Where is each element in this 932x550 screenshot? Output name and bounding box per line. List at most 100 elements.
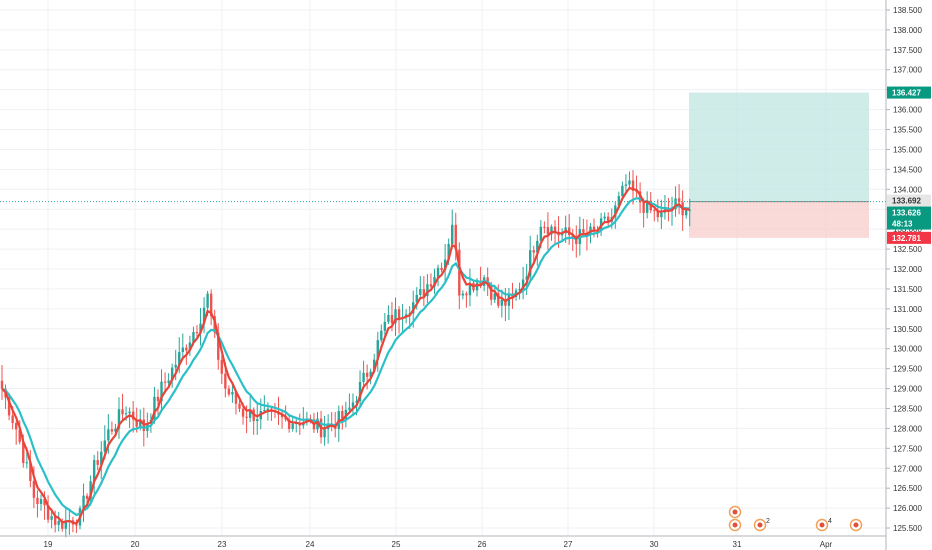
candle [536, 234, 539, 266]
candle-body [415, 294, 418, 303]
candle-body [217, 332, 220, 360]
candle [202, 297, 206, 334]
candle [220, 354, 223, 384]
time-tick-label: 25 [392, 540, 401, 549]
price-tick-label: 130.000 [893, 345, 922, 354]
event-dot-icon [853, 522, 859, 528]
candle-body [504, 299, 507, 306]
candle [39, 494, 43, 511]
candle [436, 264, 440, 287]
ma-fast-line [1, 186, 690, 526]
profit-zone[interactable] [689, 92, 869, 202]
candle-body [419, 289, 422, 295]
event-marker-icon[interactable] [728, 518, 742, 532]
moving-averages [1, 186, 690, 526]
candle-body [631, 180, 635, 191]
candle-body [451, 224, 454, 244]
candle [323, 415, 326, 446]
stop-price-badge: 132.781 [887, 231, 931, 244]
price-tick-label: 129.000 [893, 385, 922, 394]
loss-zone[interactable] [689, 201, 869, 238]
price-tick-label: 134.000 [893, 185, 922, 194]
candle [376, 331, 379, 372]
candle [153, 386, 156, 424]
candle [677, 184, 681, 215]
candle-body [614, 205, 617, 218]
candle-body [195, 332, 199, 334]
event-marker-icon[interactable]: 2 [753, 518, 771, 532]
candle [465, 291, 468, 308]
candle-body [362, 372, 365, 382]
time-tick-label: 31 [733, 540, 742, 549]
candle [624, 174, 628, 193]
candle-body [500, 299, 504, 306]
candle-body [82, 495, 85, 509]
candle-body [383, 321, 387, 331]
candle-body [341, 411, 344, 419]
candle [263, 395, 266, 414]
target-price-badge-label: 136.427 [892, 89, 921, 98]
candle [443, 243, 447, 281]
candle [92, 454, 96, 494]
candle-body [575, 237, 578, 244]
event-marker-icon[interactable] [728, 505, 742, 519]
event-marker-icon[interactable]: 4 [815, 518, 833, 532]
price-tick-label: 135.500 [893, 126, 922, 135]
event-dot-icon [732, 509, 738, 515]
price-tick-label: 132.000 [893, 265, 922, 274]
candle-body [412, 302, 415, 314]
candle [36, 490, 39, 518]
candle-body [582, 229, 585, 233]
price-tick-label: 138.500 [893, 6, 922, 15]
candle-body [497, 293, 500, 306]
candle [582, 218, 585, 236]
candle-body [376, 340, 379, 360]
position-tool[interactable] [0, 92, 886, 238]
candle [110, 421, 114, 435]
candle-body [280, 414, 284, 418]
candle [387, 305, 390, 325]
time-tick-label: 19 [44, 540, 53, 549]
candle-body [433, 276, 436, 287]
candle [468, 268, 472, 307]
candle [688, 198, 691, 227]
candle-body [674, 198, 677, 210]
candle [351, 393, 355, 416]
candle-body [36, 497, 39, 504]
candle-body [684, 210, 688, 216]
candle-body [263, 410, 266, 412]
event-marker-icon[interactable] [849, 518, 863, 532]
time-tick-label: 20 [131, 540, 140, 549]
candle-body [628, 180, 631, 185]
candle-body [256, 419, 259, 422]
candle-body [461, 293, 465, 296]
candle-body [92, 460, 96, 482]
candle-body [248, 409, 252, 418]
candle-body [22, 441, 25, 464]
candle-body [429, 284, 433, 287]
candle-body [656, 210, 660, 218]
candle-body [153, 396, 156, 420]
candle-body [454, 224, 457, 250]
candle-body [387, 314, 390, 322]
candle [160, 369, 163, 411]
candle [57, 511, 60, 532]
event-count: 2 [766, 518, 770, 525]
price-tick-label: 135.000 [893, 145, 922, 154]
candle-body [199, 323, 202, 333]
candle [7, 393, 11, 421]
candle-body [546, 227, 550, 235]
candle-body [518, 289, 521, 291]
candle-body [422, 289, 426, 297]
time-tick-label: 26 [478, 540, 487, 549]
candle [429, 273, 433, 290]
price-tick-label: 136.000 [893, 106, 922, 115]
candle-body [29, 462, 32, 481]
candle [82, 483, 85, 523]
time-axis[interactable]: 19 20 23 24 25 26 27 30 31 Apr [0, 535, 886, 549]
candle-body [323, 429, 326, 438]
candle-body [117, 409, 121, 429]
candle [546, 212, 550, 250]
